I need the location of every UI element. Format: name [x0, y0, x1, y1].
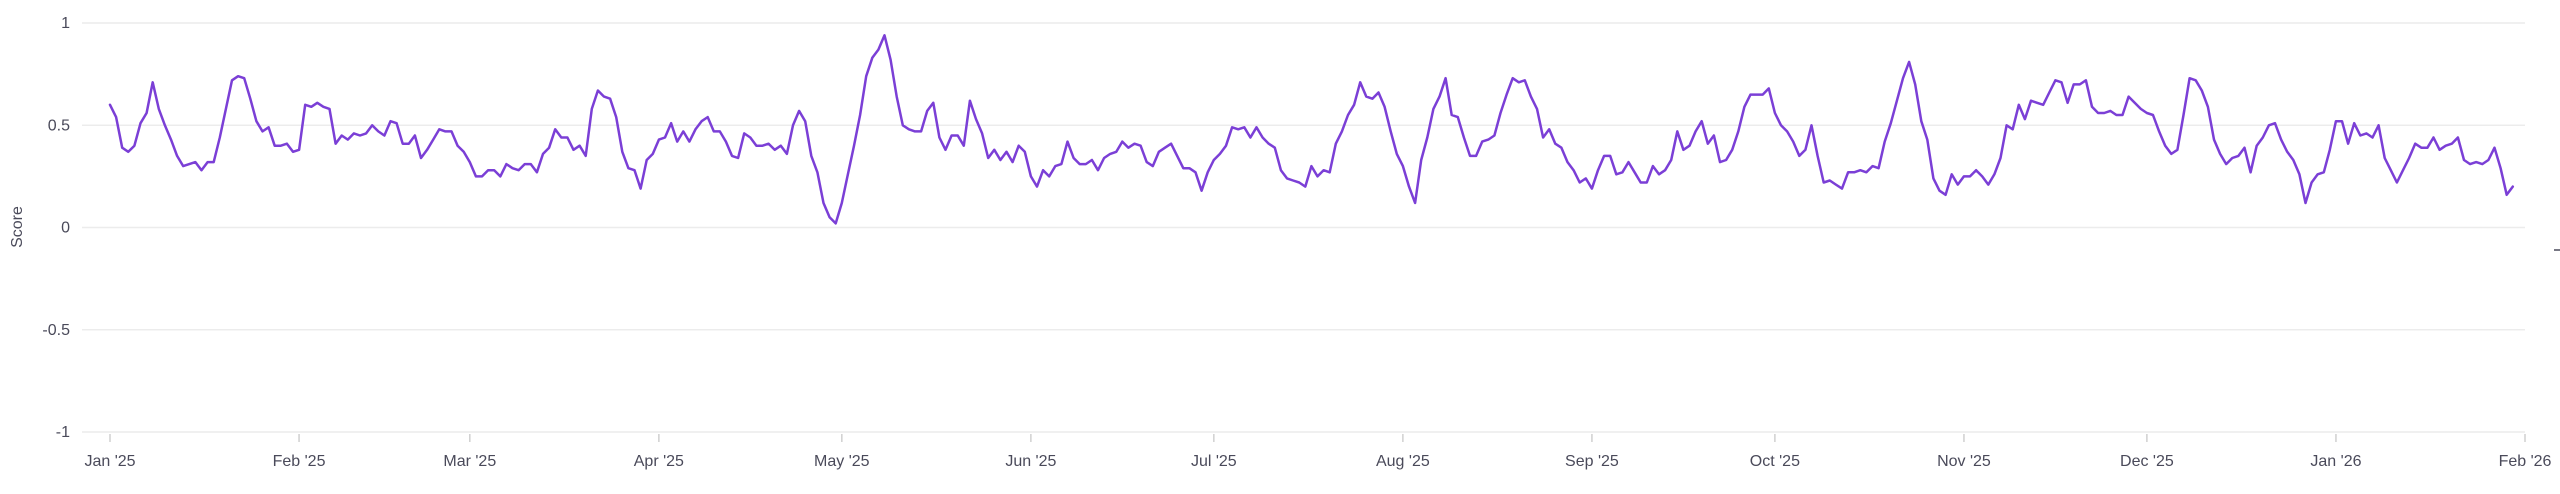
x-tick-label: Jun '25	[1005, 453, 1056, 470]
x-tick-label: Dec '25	[2120, 453, 2174, 470]
x-tick-label: May '25	[814, 453, 870, 470]
x-tick-label: Oct '25	[1750, 453, 1800, 470]
x-tick-label: Aug '25	[1376, 453, 1430, 470]
y-axis-title: Score	[9, 206, 26, 248]
x-tick-label: Jan '25	[84, 453, 135, 470]
x-axis: Jan '25 Feb '25 Mar '25 Apr '25 May '25 Jun '…	[84, 434, 2552, 470]
x-tick-label: Feb '25	[273, 453, 326, 470]
x-tick-label: Nov '25	[1937, 453, 1991, 470]
x-tick-label: Jan '26	[2310, 453, 2361, 470]
x-tick-label: Feb '26	[2499, 453, 2552, 470]
series-line	[108, 34, 2515, 225]
gridlines	[82, 22, 2525, 433]
x-tick-label: Apr '25	[634, 453, 684, 470]
x-tick-label: Jul '25	[1191, 453, 1237, 470]
y-tick-label: 0	[61, 220, 70, 237]
y-tick-label: -0.5	[42, 322, 70, 339]
y-axis: 1 0.5 0 -0.5 -1	[42, 15, 70, 441]
y-tick-label: 0.5	[48, 117, 70, 134]
y-tick-label: -1	[56, 424, 70, 441]
x-tick-label: Sep '25	[1565, 453, 1619, 470]
series-layer	[108, 34, 2515, 225]
y-tick-label: 1	[61, 15, 70, 32]
x-tick-label: Mar '25	[443, 453, 496, 470]
